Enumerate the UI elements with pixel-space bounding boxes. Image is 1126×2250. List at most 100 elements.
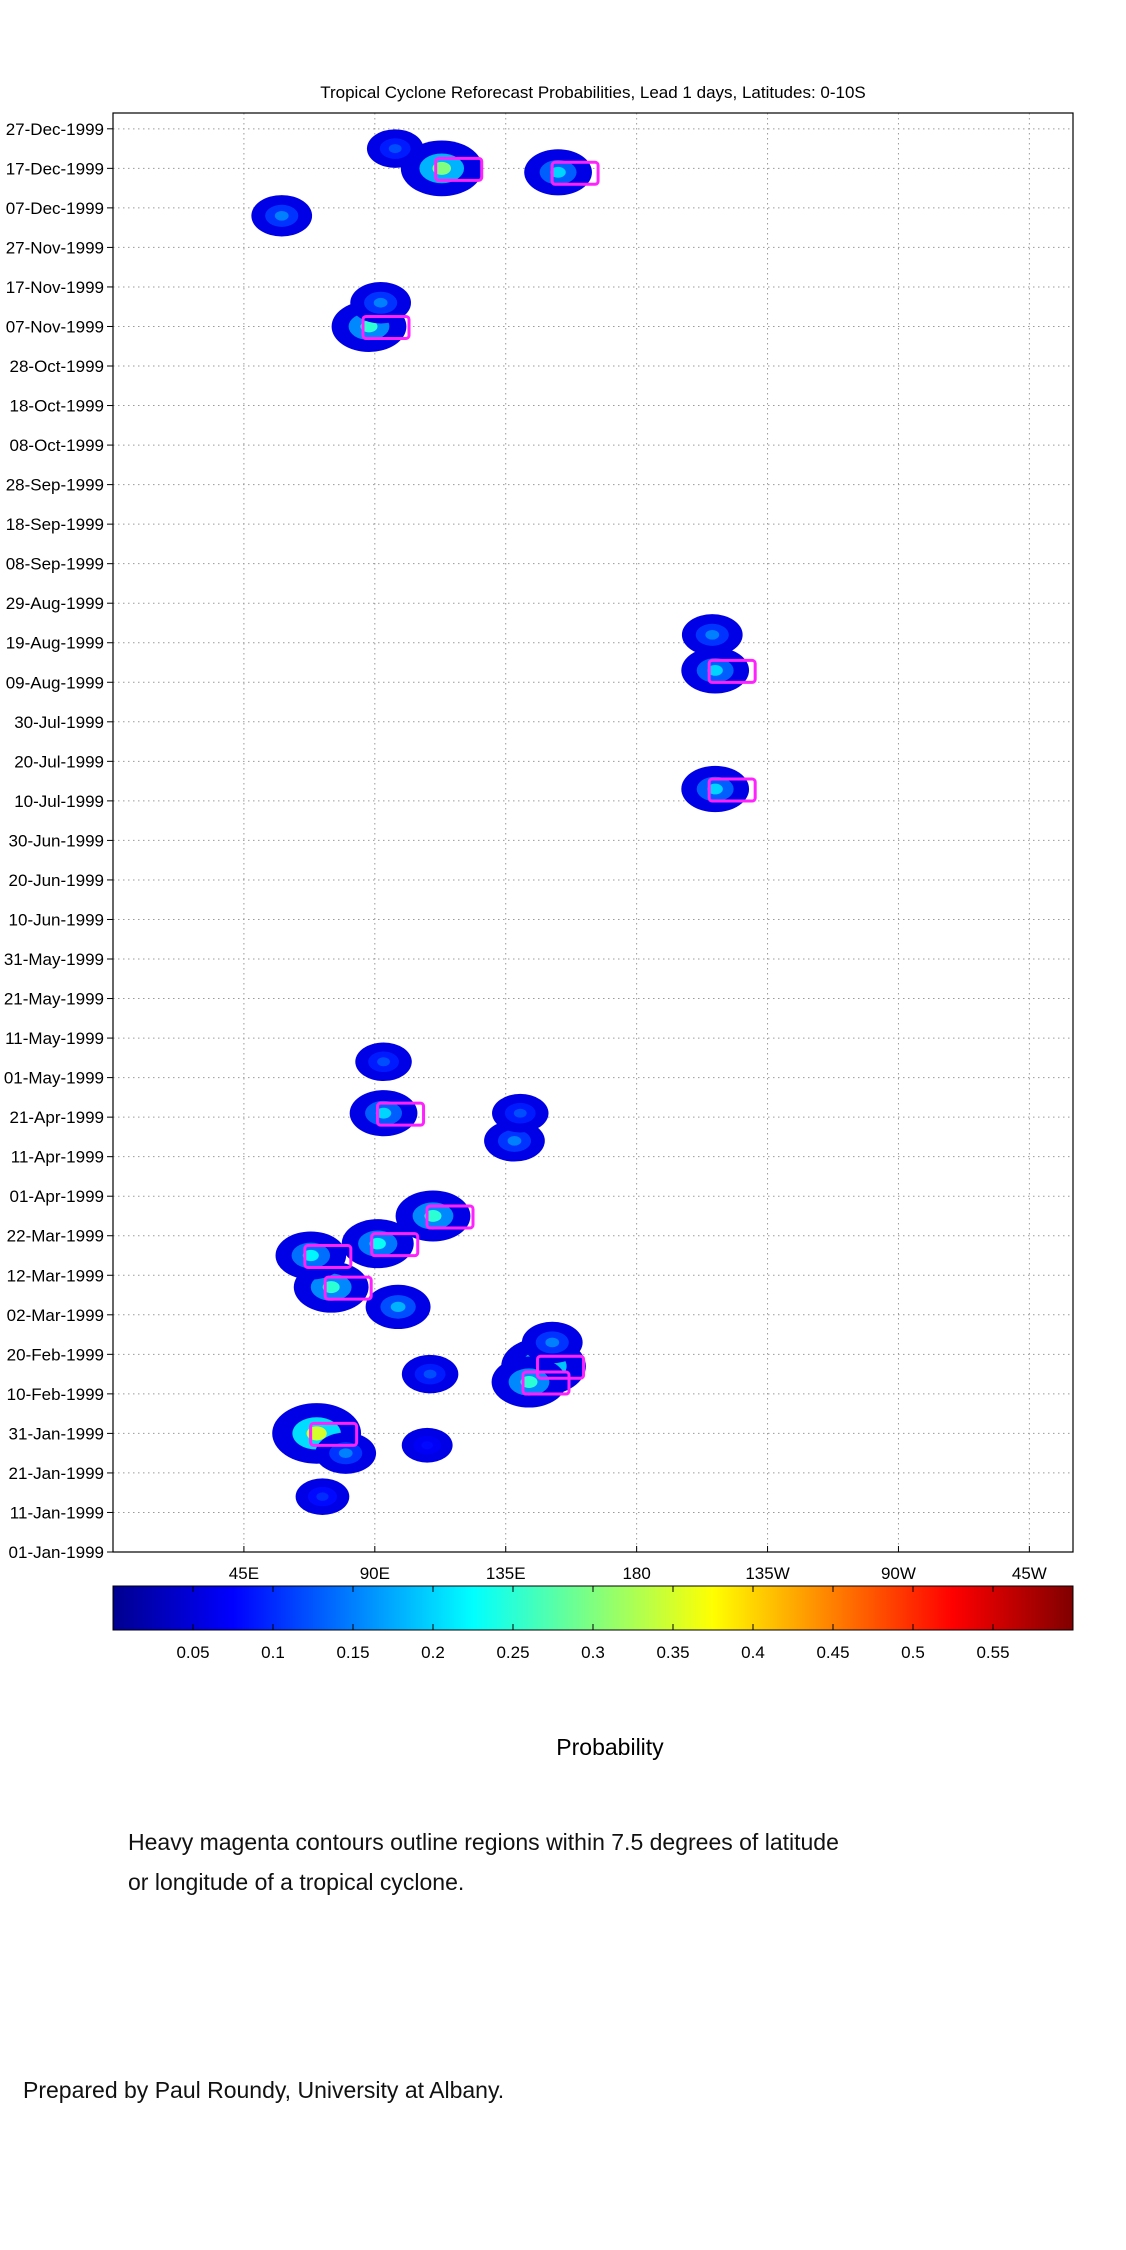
y-tick-label: 28-Sep-1999 (6, 476, 104, 495)
cyclone-contour (309, 1421, 359, 1447)
cyclone-contour (434, 156, 484, 182)
colorbar-tick-label: 0.4 (741, 1643, 765, 1662)
probability-region-core (390, 1301, 406, 1313)
colorbar (112, 1585, 1074, 1631)
y-tick-label: 11-Jan-1999 (10, 1503, 104, 1522)
colorbar-tick-label: 0.3 (581, 1643, 605, 1662)
cyclone-contour (425, 1204, 475, 1230)
y-tick-label: 22-Mar-1999 (7, 1227, 104, 1246)
x-tick-label: 90W (881, 1564, 916, 1583)
x-axis: 45E 90E 135E 180 135W 90W 45W (229, 1546, 1047, 1583)
y-tick-label: 11-Apr-1999 (11, 1148, 104, 1167)
probability-region-core (322, 1281, 340, 1294)
y-tick-label: 27-Dec-1999 (6, 120, 104, 139)
x-tick-label: 45E (229, 1564, 259, 1583)
y-tick-label: 30-Jul-1999 (14, 713, 104, 732)
cyclone-contour (536, 1354, 586, 1380)
y-tick-label: 02-Mar-1999 (7, 1306, 104, 1325)
y-tick-label: 01-Apr-1999 (9, 1187, 104, 1206)
y-tick-label: 07-Dec-1999 (6, 199, 104, 218)
probability-region-core (423, 1369, 437, 1379)
probability-region-core (375, 1107, 392, 1119)
y-tick-label: 01-May-1999 (4, 1069, 104, 1088)
probability-region-core (507, 1136, 522, 1146)
probability-region-core (373, 297, 388, 308)
cyclone-contour (521, 1370, 571, 1396)
colorbar-tick-label: 0.2 (421, 1643, 445, 1662)
y-tick-label: 11-May-1999 (5, 1029, 104, 1048)
y-tick-label: 12-Mar-1999 (7, 1266, 104, 1285)
y-tick-label: 20-Feb-1999 (7, 1345, 104, 1364)
colorbar-tick-label: 0.15 (336, 1643, 369, 1662)
cyclone-contour (707, 777, 757, 803)
y-tick-label: 21-Apr-1999 (9, 1108, 104, 1127)
y-axis: 01-Jan-1999 11-Jan-1999 21-Jan-1999 31-Jan-… (4, 120, 113, 1562)
cyclone-contour (370, 1232, 420, 1258)
colorbar-tick-label: 0.5 (901, 1643, 925, 1662)
y-tick-label: 27-Nov-1999 (6, 238, 104, 257)
probability-region-core (520, 1376, 538, 1388)
y-tick-label: 10-Jul-1999 (14, 792, 104, 811)
colorbar-ticks: 0.05 0.1 0.15 0.2 0.25 0.3 0.35 0.4 0.45 0.5 0.55 (176, 1586, 1010, 1662)
probability-region-core (424, 1210, 442, 1222)
colorbar-tick-label: 0.55 (976, 1643, 1009, 1662)
cyclone-contour (376, 1101, 426, 1127)
y-tick-label: 29-Aug-1999 (6, 594, 104, 613)
y-tick-label: 17-Dec-1999 (6, 159, 104, 178)
colorbar-tick-label: 0.1 (261, 1643, 285, 1662)
contour-note-line-2: or longitude of a tropical cyclone. (128, 1869, 465, 1895)
y-tick-label: 08-Sep-1999 (6, 555, 104, 574)
probability-region-core (707, 665, 723, 676)
x-tick-label: 45W (1012, 1564, 1047, 1583)
probability-region-core (513, 1108, 527, 1118)
probability-region-core (705, 630, 720, 640)
probability-region-core (369, 1237, 386, 1250)
probability-region-core (707, 783, 723, 795)
cyclone-contour (707, 658, 757, 684)
x-tick-label: 135W (745, 1564, 789, 1583)
probability-region-core (550, 166, 566, 178)
y-tick-label: 18-Oct-1999 (10, 397, 105, 416)
probability-region-core (302, 1249, 319, 1262)
y-tick-label: 20-Jun-1999 (9, 871, 104, 890)
y-tick-label: 10-Feb-1999 (7, 1385, 104, 1404)
y-tick-label: 09-Aug-1999 (6, 673, 104, 692)
colorbar-tick-label: 0.25 (496, 1643, 529, 1662)
y-tick-label: 19-Aug-1999 (6, 634, 104, 653)
y-tick-label: 10-Jun-1999 (9, 910, 104, 929)
colorbar-tick-label: 0.05 (176, 1643, 209, 1662)
x-tick-label: 180 (622, 1564, 650, 1583)
credit-line: Prepared by Paul Roundy, University at A… (23, 2077, 505, 2103)
plot-frame (112, 112, 1074, 1553)
cyclone-contours (303, 156, 757, 1447)
colorbar-tick-label: 0.45 (816, 1643, 849, 1662)
probability-region-core (545, 1337, 560, 1348)
probability-region-core (421, 1441, 433, 1450)
cyclone-contour (323, 1275, 373, 1301)
y-tick-label: 20-Jul-1999 (14, 752, 104, 771)
y-tick-label: 30-Jun-1999 (9, 831, 104, 850)
y-tick-label: 18-Sep-1999 (6, 515, 104, 534)
colorbar-label: Probability (556, 1734, 664, 1760)
chart-title: Tropical Cyclone Reforecast Probabilitie… (320, 83, 866, 102)
cyclone-contour (361, 314, 411, 340)
probability-region-core (338, 1448, 353, 1458)
probability-region-core (388, 144, 402, 154)
probability-region-core (316, 1492, 329, 1501)
probability-region-core (377, 1057, 390, 1067)
x-tick-label: 90E (360, 1564, 390, 1583)
cyclone-contour (303, 1244, 353, 1270)
colorbar-tick-label: 0.35 (656, 1643, 689, 1662)
y-tick-label: 28-Oct-1999 (10, 357, 105, 376)
y-tick-label: 01-Jan-1999 (9, 1543, 104, 1562)
grid-lines (113, 113, 1073, 1553)
y-tick-label: 07-Nov-1999 (6, 317, 104, 336)
y-tick-label: 31-Jan-1999 (9, 1424, 104, 1443)
probability-region-core (360, 320, 378, 333)
cyclone-contour (550, 160, 600, 186)
y-tick-label: 17-Nov-1999 (6, 278, 104, 297)
y-tick-label: 08-Oct-1999 (10, 436, 105, 455)
plot-background (113, 113, 1073, 1552)
contour-note-line-1: Heavy magenta contours outline regions w… (128, 1829, 839, 1855)
